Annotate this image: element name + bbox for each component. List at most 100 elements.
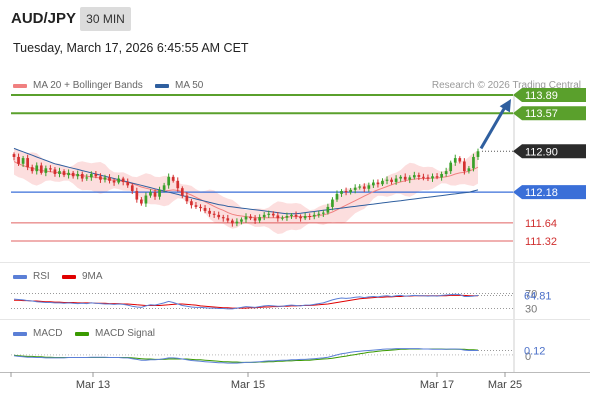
candle-body [80,173,84,179]
candle-body [453,158,457,163]
candle-body [244,216,248,220]
candle-body [321,212,325,214]
candle-body [276,215,280,219]
candle-body [194,205,198,207]
candle-body [262,214,266,218]
candle-body [403,176,407,180]
candle-body [353,187,357,190]
candle-body [290,214,293,217]
candle-body [344,191,348,193]
candle-body [458,158,462,162]
candle-body [235,221,239,224]
candle-body [331,199,334,207]
candle-body [12,154,16,157]
legend-ma20-label: MA 20 + Bollinger Bands [33,80,143,91]
candle-body [412,175,416,178]
macd-swatch [13,331,27,336]
candle-body [217,214,221,218]
candle-body [58,171,61,174]
candle-body [103,177,107,180]
candle-body [362,186,366,189]
candle-body [190,201,193,206]
candle-body [121,178,125,182]
candle-body [167,176,171,186]
legend-9ma-label: 9MA [82,271,103,282]
candle-body [176,180,180,189]
candle-body [135,191,139,200]
candle-body [99,176,102,180]
candle-body [17,156,20,164]
level-label-pivot: 112.18 [525,187,558,199]
candle-body [390,179,393,182]
level-tag-pivot [513,185,586,200]
candle-body [67,172,70,176]
candle-body [171,176,175,181]
candle-body [231,220,234,224]
ma50-swatch [155,83,169,88]
candle-body [39,165,43,173]
candle-body [130,185,134,192]
candle-body [399,176,403,179]
candle-body [326,206,330,213]
x-tick-label: Mar 25 [488,379,522,391]
candle-body [89,173,93,178]
candle-body [180,188,184,196]
candle-body [117,178,120,183]
level-label-support: 111.64 [525,218,557,230]
level-label-resistance: 113.57 [525,108,558,120]
candle-body [385,179,389,181]
candle-body [240,219,243,222]
candle-body [476,151,480,157]
candle-body [417,175,421,177]
candle-body [335,193,339,200]
candle-body [312,214,316,217]
candle-body [185,195,189,202]
candle-body [349,189,352,193]
candle-body [158,189,161,197]
candle-body [221,217,225,219]
candle-body [444,171,448,174]
candle-body [381,180,384,185]
macd-signal-swatch [75,331,89,336]
candle-body [62,171,66,176]
rsi-line [13,293,479,310]
candle-body [408,177,412,180]
rsi-value-label: 64.81 [524,290,552,302]
rsi-swatch [13,274,27,279]
level-tag-resistance [513,106,586,121]
legend-ma20: MA 20 + Bollinger Bands [13,80,143,91]
symbol-title: AUD/JPY [11,10,77,27]
current-price-tag [513,144,586,159]
candle-body [126,181,130,186]
candle-body [317,213,321,215]
candle-body [299,216,302,219]
candle-body [212,213,216,215]
candle-body [208,210,211,214]
candle-body [294,214,298,217]
candle-body [422,176,425,178]
candle-body [463,161,466,172]
forecast-arrow-head [499,99,511,113]
candle-body [440,173,443,178]
level-label-resistance: 113.89 [525,90,558,102]
candle-body [358,186,362,188]
timeframe-button[interactable]: 30 MIN [80,7,131,31]
candle-body [203,208,207,211]
legend-macd-signal: MACD Signal [75,328,155,339]
candle-body [303,216,307,219]
candle-body [435,176,439,178]
candle-body [53,169,57,174]
candle-body [108,177,111,181]
forecast-arrow [479,106,507,150]
candle-body [449,162,453,172]
candle-body [149,192,152,196]
candle-body [253,218,257,221]
macd-signal-line [13,348,479,363]
legend-macd-signal-label: MACD Signal [95,328,156,339]
candle-body [431,176,434,179]
candle-body [35,165,39,172]
candle-body [85,177,89,179]
candle-body [267,213,271,215]
candle-body [76,173,80,177]
